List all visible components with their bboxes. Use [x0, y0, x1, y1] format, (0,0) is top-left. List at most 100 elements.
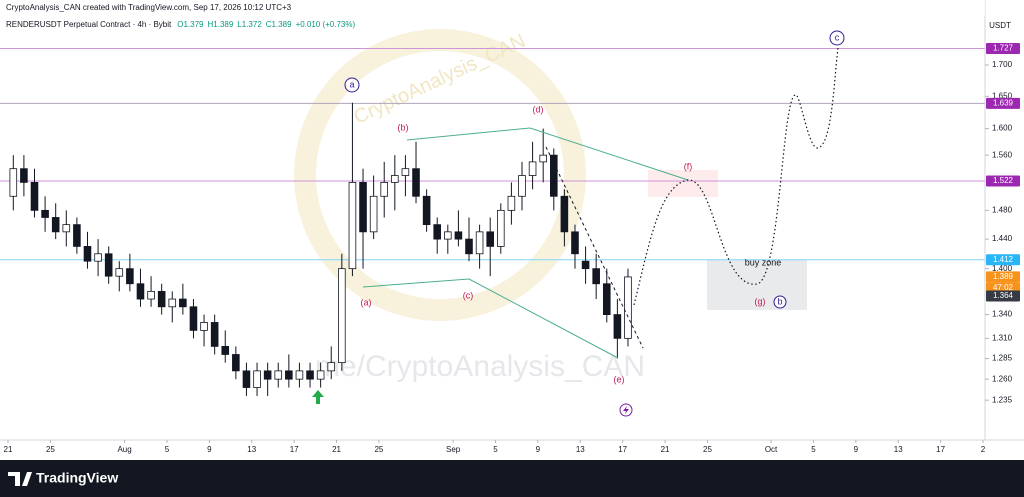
candle-body	[528, 161, 537, 176]
candle-body	[560, 195, 569, 233]
x-tick-label: 21	[661, 445, 670, 454]
candle-body	[147, 290, 155, 300]
candle-body	[613, 314, 622, 339]
candle-body	[348, 181, 357, 270]
candle-body	[518, 175, 526, 197]
candle-body	[359, 181, 367, 233]
candle-body	[465, 238, 473, 255]
flash-icon	[623, 406, 629, 414]
target-zone	[648, 170, 718, 197]
ohlc: H1.389	[208, 20, 234, 29]
candle-body	[263, 370, 272, 380]
wave-label: (f)	[684, 161, 693, 171]
brand: TradingView	[36, 470, 118, 486]
y-tick-label: 1.440	[992, 234, 1013, 243]
candle-body	[232, 354, 240, 372]
candle-body	[242, 370, 251, 388]
price-badge-label: 1.522	[993, 176, 1014, 185]
candle-body	[592, 268, 600, 285]
ohlc: O1.379	[177, 20, 204, 29]
candle-body	[179, 298, 187, 308]
candle-body	[306, 370, 314, 380]
y-tick-label: 1.260	[992, 374, 1013, 383]
price-badge-label: 1.727	[993, 44, 1014, 53]
candle-body	[624, 276, 632, 339]
price-badge	[986, 271, 1020, 283]
footer	[0, 460, 1024, 497]
price-badge-label: 1.364	[993, 291, 1014, 300]
candle-body	[51, 217, 60, 233]
ohlc-change: +0.010 (+0.73%)	[296, 20, 356, 29]
label-circle	[344, 77, 360, 93]
y-tick-label: 1.560	[992, 150, 1013, 159]
candle-body	[549, 154, 558, 197]
header-bg	[0, 0, 985, 16]
candle-body	[497, 209, 505, 247]
price-badge-label: 1.389	[993, 272, 1014, 281]
candle-body	[157, 290, 166, 308]
candle-body	[30, 181, 39, 211]
candle-body	[391, 175, 399, 183]
brand-logo	[8, 472, 32, 486]
candle-body	[338, 268, 346, 364]
ohlc: L1.372	[237, 20, 262, 29]
currency-label: USDT	[989, 21, 1011, 30]
y-tick-label: 1.310	[992, 333, 1013, 342]
price-badge	[986, 254, 1020, 266]
candle-body	[454, 231, 463, 240]
price-badge	[986, 97, 1020, 109]
x-tick-label: 17	[936, 445, 945, 454]
triangle-upper	[406, 127, 689, 181]
ohlc: C1.389	[266, 20, 292, 29]
candle-body	[62, 224, 71, 233]
candle-body	[274, 370, 283, 380]
candle-body	[221, 345, 230, 355]
x-tick-label: 13	[576, 445, 585, 454]
candle-body	[126, 268, 134, 285]
candle-body	[444, 231, 452, 240]
x-tick-label: Oct	[765, 445, 778, 454]
x-tick-label: 25	[703, 445, 712, 454]
symbol-name: RENDERUSDT Perpetual Contract · 4h · Byb…	[6, 20, 172, 29]
price-badge	[986, 175, 1020, 187]
candle-body	[539, 154, 547, 163]
candle-body	[401, 168, 410, 176]
credit: CryptoAnalysis_CAN created with TradingV…	[6, 3, 292, 12]
x-tick-label: 5	[493, 445, 498, 454]
candle-body	[475, 231, 484, 255]
y-tick-label: 1.235	[992, 395, 1013, 404]
candle-body	[115, 268, 124, 277]
projection-path	[633, 47, 839, 306]
wave-label: (e)	[614, 374, 625, 384]
candle-body	[73, 224, 81, 247]
candle-body	[295, 370, 304, 380]
candle-body	[602, 283, 611, 315]
candle-body	[200, 322, 208, 331]
wave-label: (c)	[463, 290, 474, 300]
wave-label: b	[777, 296, 782, 306]
y-tick-label: 1.400	[992, 264, 1013, 273]
candle-body	[380, 181, 389, 197]
watermark-logo	[294, 29, 586, 321]
candle-body	[412, 168, 420, 197]
countdown: 47:02	[993, 283, 1014, 292]
candle-body	[41, 209, 49, 218]
x-tick-label: 17	[290, 445, 299, 454]
candle-body	[83, 246, 92, 262]
candle-body	[571, 231, 579, 255]
candle-body	[136, 283, 145, 300]
candle-body	[327, 362, 336, 372]
candle-body	[507, 195, 516, 211]
wave-label: (g)	[755, 296, 766, 306]
x-tick-label: 9	[536, 445, 541, 454]
watermark-link: me/CryptoAnalysis_CAN	[315, 350, 645, 383]
trend-line	[545, 146, 644, 349]
candle-body	[253, 370, 261, 388]
label-circle	[829, 30, 845, 46]
y-tick-label: 1.480	[992, 205, 1013, 214]
candle-body	[20, 168, 28, 183]
candle-body	[210, 322, 219, 347]
candle-body	[433, 224, 442, 240]
x-tick-label: 9	[854, 445, 859, 454]
